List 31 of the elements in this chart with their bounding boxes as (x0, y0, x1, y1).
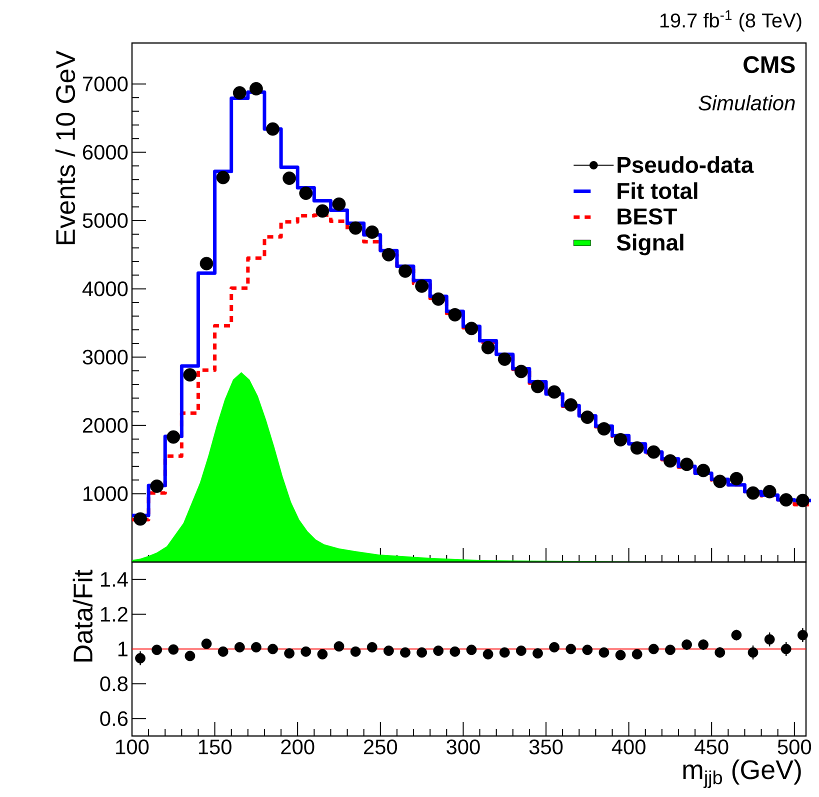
x-tick-label: 500 (778, 740, 812, 754)
legend-label: Signal (616, 234, 684, 256)
y-tick-label: 3000 (82, 350, 128, 365)
x-tick-label: 200 (281, 740, 314, 754)
y-tick-label: 4000 (82, 281, 128, 296)
x-tick-label: 100 (116, 740, 149, 754)
y-tick-label: 0.6 (100, 711, 128, 726)
x-tick-label: 300 (446, 740, 480, 754)
y-tick-label: 1 (118, 642, 128, 656)
y-tick-label: 1.4 (100, 572, 128, 587)
y-tick-label: 7000 (83, 76, 128, 92)
y-axis-title: Data/Fit (72, 570, 93, 662)
x-tick-label: 450 (694, 740, 728, 754)
y-tick-label: 1000 (84, 486, 128, 502)
x-tick-label: 150 (198, 740, 232, 754)
legend-label: BEST (618, 208, 677, 225)
y-axis-title: Events / 10 GeV (55, 50, 76, 244)
y-tick-label: 0.8 (100, 676, 128, 692)
y-tick-label: 1.2 (100, 606, 128, 622)
x-tick-label: 350 (529, 740, 563, 754)
y-tick-label: 5000 (82, 213, 128, 228)
y-tick-label: 2000 (82, 418, 128, 433)
annotation: CMS (744, 56, 795, 74)
legend-label: Fit total (618, 182, 698, 200)
legend-label: Pseudo-data (618, 156, 754, 173)
chart-title: 19.7 fb$^{-1}$ (8 TeV) (660, 10, 802, 32)
x-axis-title: m$_{jjb}$ (GeV) (683, 760, 801, 788)
x-tick-label: 400 (612, 740, 646, 754)
y-tick-label: 6000 (83, 144, 128, 160)
annotation: Simulation (698, 95, 795, 110)
x-tick-label: 250 (364, 740, 398, 754)
